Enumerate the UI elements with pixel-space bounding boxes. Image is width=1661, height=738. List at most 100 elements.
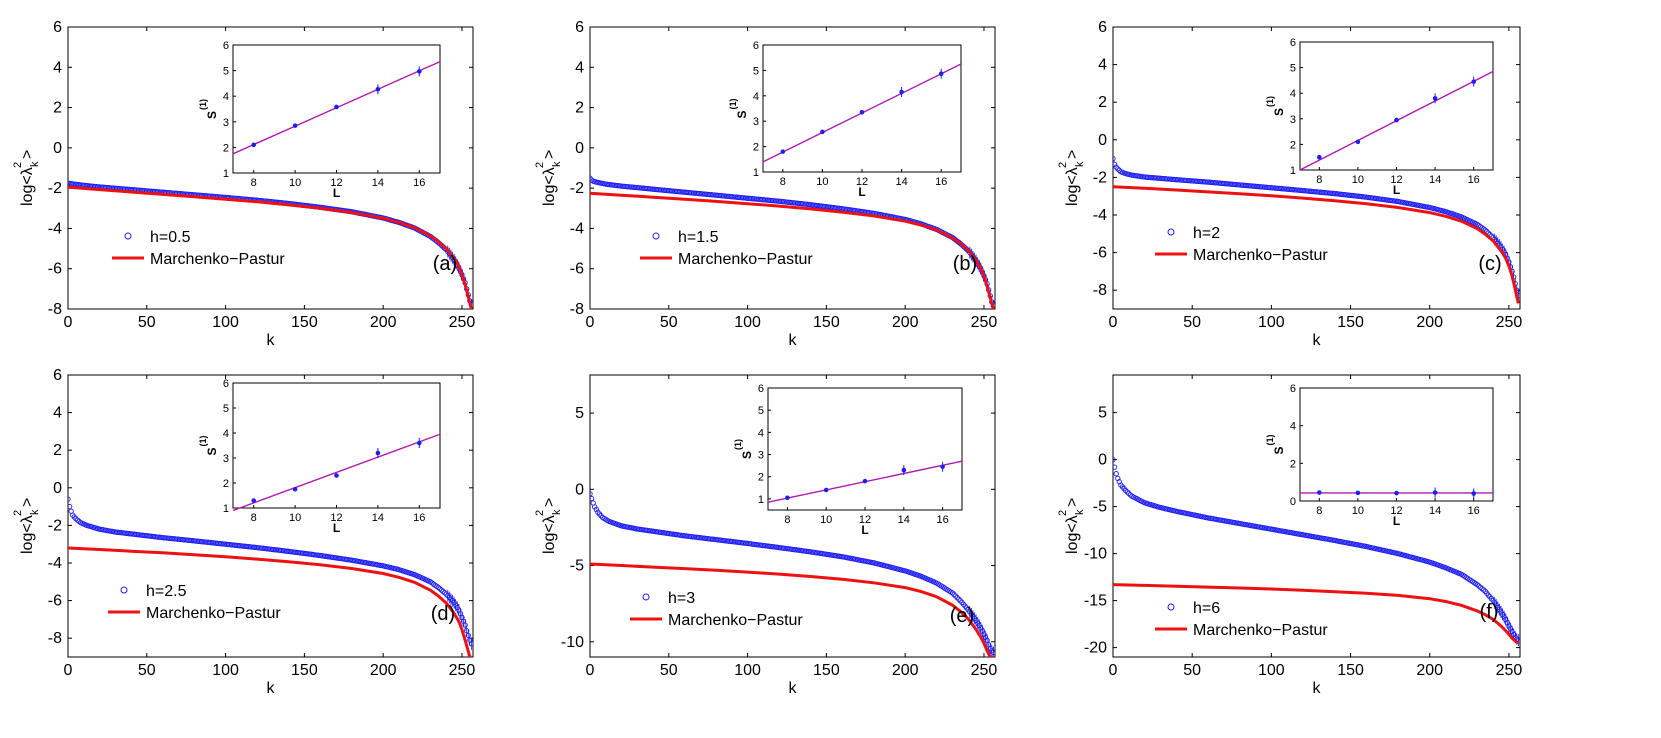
data-point xyxy=(590,495,595,502)
x-axis-label: k xyxy=(789,680,798,697)
inset-y-tick-label: 4 xyxy=(1290,421,1296,433)
inset-data-point xyxy=(292,486,298,492)
inset-x-axis-label: L xyxy=(861,523,868,537)
inset-x-tick-label: 8 xyxy=(251,177,257,189)
inset-ylabel-main: S xyxy=(740,451,754,459)
x-tick-label: 50 xyxy=(138,314,156,331)
inset: 8 10 12 14 16 0 2 4 6 L S(1) xyxy=(1265,383,1494,528)
inset-y-tick-label: 3 xyxy=(223,117,229,129)
inset-frame xyxy=(1299,41,1494,171)
panel-label: (b) xyxy=(953,253,977,275)
data-point xyxy=(1123,487,1129,494)
inset-ylabel-main: S xyxy=(1272,108,1286,116)
inset-y-tick-label: 6 xyxy=(758,383,764,395)
x-tick-label: 200 xyxy=(370,314,397,331)
inset-frame xyxy=(1299,387,1494,502)
data-point xyxy=(1113,464,1118,470)
legend-marker-data xyxy=(1167,603,1175,611)
panel-ylabel: log<λ2 k > xyxy=(534,150,563,206)
inset-y-tick-label: 2 xyxy=(753,142,759,154)
plot-area xyxy=(1113,456,1520,647)
inset-data-point xyxy=(1317,490,1322,495)
inset-x-tick-label: 8 xyxy=(251,512,257,524)
ylabel-sup: 2 xyxy=(12,510,24,516)
data-series-markers xyxy=(590,491,995,657)
x-tick-label: 200 xyxy=(1416,662,1443,679)
data-point xyxy=(440,588,446,595)
axes-frame xyxy=(1112,374,1521,658)
inset-x-tick-label: 14 xyxy=(1429,505,1441,517)
inset-x-axis-label: L xyxy=(858,185,865,199)
plot-area xyxy=(68,180,473,309)
plot-area xyxy=(68,496,473,657)
panel-label: (c) xyxy=(1478,253,1501,275)
inset-x-tick-label: 14 xyxy=(895,176,907,188)
y-tick-label: -5 xyxy=(1093,499,1107,516)
plot-area xyxy=(1113,155,1520,304)
y-tick-label: -2 xyxy=(1093,169,1107,186)
legend-marker-data xyxy=(120,586,128,594)
y-tick-label: 6 xyxy=(53,19,62,36)
y-tick-label: -2 xyxy=(570,180,584,197)
x-tick-label: 50 xyxy=(660,662,678,679)
legend-label-mp: Marchenko−Pastur xyxy=(668,612,803,629)
inset-y-tick-label: 4 xyxy=(223,91,229,103)
inset-y-tick-label: 5 xyxy=(753,65,759,77)
ylabel-main: log<λ xyxy=(541,167,558,206)
ylabel-main: log<λ xyxy=(19,515,36,554)
x-tick-label: 100 xyxy=(212,314,239,331)
x-tick-label: 50 xyxy=(660,314,678,331)
y-tick-label: 5 xyxy=(1098,405,1107,422)
mp-series-line xyxy=(68,185,473,309)
legend-label-mp: Marchenko−Pastur xyxy=(1193,622,1328,639)
x-tick-label: 0 xyxy=(1109,314,1118,331)
inset-data-point xyxy=(780,149,786,154)
inset-data-point xyxy=(1355,490,1361,496)
y-tick-label: -6 xyxy=(570,261,584,278)
data-point xyxy=(1113,161,1118,167)
y-tick-label: -6 xyxy=(48,261,62,278)
data-point xyxy=(1124,489,1130,495)
inset-x-tick-label: 14 xyxy=(372,177,384,189)
legend-marker-data xyxy=(1167,228,1175,236)
y-tick-label: -4 xyxy=(1093,207,1107,224)
y-tick-label: 4 xyxy=(53,59,62,76)
y-tick-label: -4 xyxy=(570,220,584,237)
legend-marker-data xyxy=(652,232,660,240)
legend-marker-data xyxy=(642,593,650,601)
x-tick-label: 200 xyxy=(1416,314,1443,331)
inset-y-tick-label: 3 xyxy=(1290,114,1296,126)
inset-data-point xyxy=(820,129,825,135)
inset-x-tick-label: 10 xyxy=(816,176,828,188)
inset-data-point xyxy=(1355,139,1361,145)
inset-data-point xyxy=(859,110,865,115)
inset-y-tick-label: 4 xyxy=(1290,88,1296,100)
panel-ylabel: log<λ2 k > xyxy=(1057,498,1086,554)
y-tick-label: 0 xyxy=(53,140,62,157)
inset-x-tick-label: 8 xyxy=(1316,174,1322,186)
data-point xyxy=(1482,227,1488,233)
y-tick-label: 6 xyxy=(53,367,62,384)
ylabel-sup: 2 xyxy=(534,162,546,168)
inset-ylabel: S(1) xyxy=(198,99,219,119)
inset-ylabel-sup: (1) xyxy=(728,98,738,109)
legend-label-h: h=2.5 xyxy=(146,583,187,600)
inset-data-point xyxy=(1317,154,1322,160)
ylabel-sub: k xyxy=(1074,509,1086,515)
x-tick-label: 150 xyxy=(291,314,318,331)
x-tick-label: 100 xyxy=(212,662,239,679)
panel-label: (d) xyxy=(431,603,455,625)
inset-x-tick-label: 16 xyxy=(413,512,425,524)
ylabel-sub: k xyxy=(551,509,563,515)
inset-x-tick-label: 14 xyxy=(1429,174,1441,186)
y-tick-label: -8 xyxy=(1093,282,1107,299)
ylabel-sub: k xyxy=(551,161,563,167)
ylabel-end: > xyxy=(541,498,558,507)
inset-x-tick-label: 16 xyxy=(935,176,947,188)
axes-frame xyxy=(1112,26,1521,310)
ylabel-main: log<λ xyxy=(1064,515,1081,554)
